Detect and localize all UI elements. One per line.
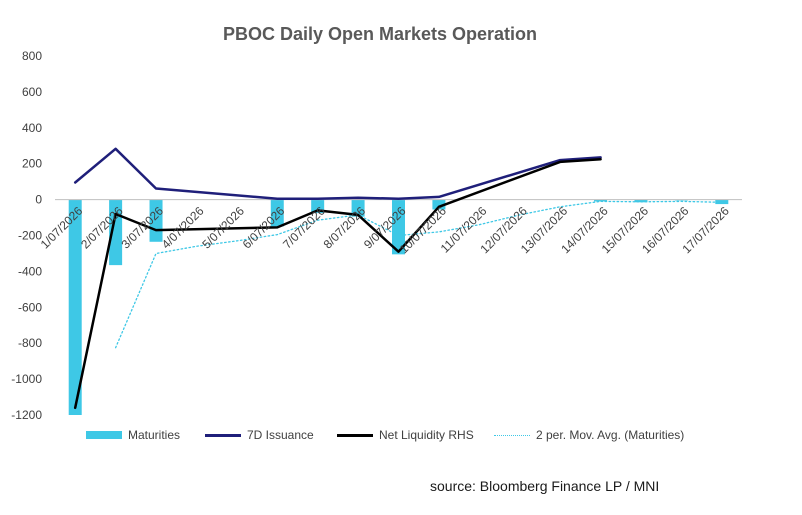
bar-maturities (634, 199, 648, 203)
bar-maturities (351, 199, 365, 217)
bar-maturities (270, 199, 284, 227)
legend-item-maturities: Maturities (86, 428, 180, 442)
y-tick-label: 400 (22, 121, 42, 135)
line-7d-issuance (73, 147, 602, 200)
legend-item-net-liquidity: Net Liquidity RHS (337, 428, 474, 442)
y-tick-label: 200 (22, 157, 42, 171)
legend-swatch-issuance (205, 433, 241, 437)
legend-label-issuance: 7D Issuance (247, 428, 314, 442)
legend-label-net-liquidity: Net Liquidity RHS (379, 428, 474, 442)
source-note: source: Bloomberg Finance LP / MNI (430, 478, 660, 494)
y-tick-label: -1200 (11, 408, 42, 422)
bar-maturities (594, 199, 608, 202)
legend-swatch-mov-avg (494, 434, 530, 436)
legend-swatch-maturities (86, 431, 122, 439)
legend-label-maturities: Maturities (128, 428, 181, 442)
x-tick-label: 7/07/2026 (280, 204, 328, 252)
legend-label-mov-avg: 2 per. Mov. Avg. (Maturities) (536, 428, 685, 442)
bar-maturities (392, 199, 405, 255)
line-mov-avg-maturities (114, 200, 723, 349)
bar-maturities (432, 199, 446, 210)
line-net-liquidity (73, 157, 602, 410)
y-tick-label: -1000 (11, 372, 42, 386)
y-tick-label: -200 (18, 229, 42, 243)
y-tick-label: 600 (22, 85, 42, 99)
legend: Maturities 7D Issuance Net Liquidity RHS… (0, 428, 802, 446)
chart-title: PBOC Daily Open Markets Operation (222, 24, 538, 44)
legend-item-mov-avg: 2 per. Mov. Avg. (Maturities) (494, 428, 684, 442)
y-tick-label: -800 (18, 336, 42, 350)
x-tick-label: 4/07/2026 (159, 204, 207, 252)
legend-swatch-net-liquidity (337, 433, 373, 437)
bar-maturities (68, 199, 82, 415)
y-tick-label: -400 (18, 264, 42, 278)
legend-item-issuance: 7D Issuance (205, 428, 314, 442)
y-tick-label: -600 (18, 300, 42, 314)
y-tick-label: 800 (22, 49, 42, 63)
y-tick-label: 0 (35, 193, 42, 207)
